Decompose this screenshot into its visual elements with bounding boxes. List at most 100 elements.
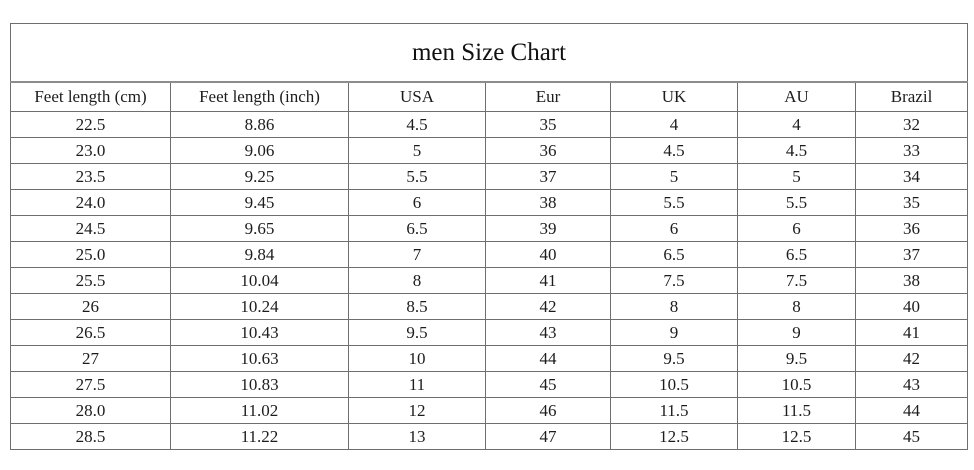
table-cell: 6 <box>348 189 486 216</box>
table-cell: 5 <box>737 163 856 190</box>
table-cell: 28.5 <box>10 423 171 450</box>
table-cell: 8.5 <box>348 293 486 320</box>
table-cell: 5 <box>610 163 738 190</box>
table-cell: 23.5 <box>10 163 171 190</box>
table-cell: 23.0 <box>10 137 171 164</box>
table-cell: 34 <box>854 163 969 190</box>
table-cell: 41 <box>485 267 611 294</box>
table-cell: 4 <box>610 111 738 138</box>
table-cell: 6 <box>610 215 738 242</box>
table-cell: 9.06 <box>170 137 349 164</box>
table-cell: 11.22 <box>170 423 349 450</box>
header-cell: Feet length (cm) <box>10 81 171 112</box>
table-cell: 10.83 <box>170 371 349 398</box>
table-cell: 43 <box>485 319 611 346</box>
table-row: 27 10.63 10 44 9.5 9.5 42 <box>10 345 969 372</box>
men-size-chart-table: men Size Chart Feet length (cm) Feet leng… <box>9 23 969 450</box>
table-cell: 36 <box>854 215 969 242</box>
table-cell: 37 <box>854 241 969 268</box>
table-cell: 8.86 <box>170 111 349 138</box>
table-cell: 11.5 <box>610 397 738 424</box>
table-cell: 42 <box>854 345 969 372</box>
table-cell: 9.5 <box>610 345 738 372</box>
table-row: 22.5 8.86 4.5 35 4 4 32 <box>10 111 969 138</box>
table-cell: 10.63 <box>170 345 349 372</box>
table-cell: 7.5 <box>610 267 738 294</box>
table-cell: 45 <box>854 423 969 450</box>
title-row: men Size Chart <box>9 23 969 83</box>
table-row: 28.5 11.22 13 47 12.5 12.5 45 <box>10 423 969 450</box>
table-row: 23.0 9.06 5 36 4.5 4.5 33 <box>10 137 969 164</box>
table-cell: 37 <box>485 163 611 190</box>
table-cell: 42 <box>485 293 611 320</box>
table-cell: 40 <box>485 241 611 268</box>
table-cell: 5 <box>348 137 486 164</box>
table-cell: 22.5 <box>10 111 171 138</box>
table-cell: 36 <box>485 137 611 164</box>
table-row: 24.5 9.65 6.5 39 6 6 36 <box>10 215 969 242</box>
table-cell: 33 <box>854 137 969 164</box>
header-row: Feet length (cm) Feet length (inch) USA Eur… <box>10 81 969 112</box>
size-chart-container: men Size Chart Feet length (cm) Feet leng… <box>9 23 969 450</box>
table-cell: 9 <box>610 319 738 346</box>
table-cell: 7 <box>348 241 486 268</box>
header-cell: AU <box>737 81 856 112</box>
table-cell: 6.5 <box>737 241 856 268</box>
table-cell: 9.5 <box>737 345 856 372</box>
table-cell: 32 <box>854 111 969 138</box>
table-cell: 47 <box>485 423 611 450</box>
table-row: 24.0 9.45 6 38 5.5 5.5 35 <box>10 189 969 216</box>
table-cell: 10.5 <box>610 371 738 398</box>
table-cell: 46 <box>485 397 611 424</box>
table-row: 28.0 11.02 12 46 11.5 11.5 44 <box>10 397 969 424</box>
table-cell: 4.5 <box>348 111 486 138</box>
table-cell: 9.45 <box>170 189 349 216</box>
table-cell: 5.5 <box>737 189 856 216</box>
table-row: 25.0 9.84 7 40 6.5 6.5 37 <box>10 241 969 268</box>
table-cell: 35 <box>485 111 611 138</box>
table-cell: 26.5 <box>10 319 171 346</box>
table-cell: 6.5 <box>348 215 486 242</box>
header-cell: Brazil <box>854 81 969 112</box>
table-cell: 11 <box>348 371 486 398</box>
table-row: 26 10.24 8.5 42 8 8 40 <box>10 293 969 320</box>
header-cell: USA <box>348 81 486 112</box>
table-cell: 9.84 <box>170 241 349 268</box>
table-cell: 8 <box>737 293 856 320</box>
table-cell: 11.02 <box>170 397 349 424</box>
table-cell: 40 <box>854 293 969 320</box>
table-cell: 5.5 <box>610 189 738 216</box>
table-cell: 12 <box>348 397 486 424</box>
table-cell: 25.0 <box>10 241 171 268</box>
table-cell: 35 <box>854 189 969 216</box>
table-row: 23.5 9.25 5.5 37 5 5 34 <box>10 163 969 190</box>
table-cell: 28.0 <box>10 397 171 424</box>
table-cell: 4.5 <box>737 137 856 164</box>
table-row: 27.5 10.83 11 45 10.5 10.5 43 <box>10 371 969 398</box>
table-row: 26.5 10.43 9.5 43 9 9 41 <box>10 319 969 346</box>
table-cell: 25.5 <box>10 267 171 294</box>
table-cell: 10.5 <box>737 371 856 398</box>
table-cell: 8 <box>348 267 486 294</box>
table-cell: 27.5 <box>10 371 171 398</box>
table-cell: 5.5 <box>348 163 486 190</box>
table-cell: 38 <box>485 189 611 216</box>
table-cell: 44 <box>854 397 969 424</box>
table-cell: 27 <box>10 345 171 372</box>
table-cell: 11.5 <box>737 397 856 424</box>
table-cell: 6 <box>737 215 856 242</box>
table-cell: 43 <box>854 371 969 398</box>
table-row: 25.5 10.04 8 41 7.5 7.5 38 <box>10 267 969 294</box>
header-cell: Feet length (inch) <box>170 81 349 112</box>
table-cell: 39 <box>485 215 611 242</box>
table-cell: 12.5 <box>610 423 738 450</box>
header-cell: Eur <box>485 81 611 112</box>
table-cell: 9.5 <box>348 319 486 346</box>
table-cell: 8 <box>610 293 738 320</box>
table-cell: 38 <box>854 267 969 294</box>
table-cell: 10.04 <box>170 267 349 294</box>
table-cell: 26 <box>10 293 171 320</box>
table-cell: 4.5 <box>610 137 738 164</box>
table-cell: 44 <box>485 345 611 372</box>
table-cell: 9.25 <box>170 163 349 190</box>
